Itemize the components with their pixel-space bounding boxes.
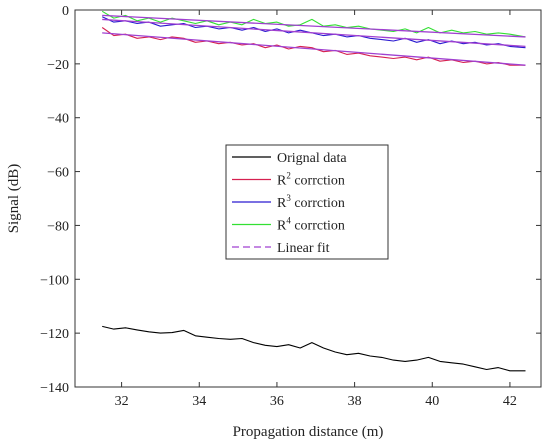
x-tick-label: 38 — [348, 394, 362, 409]
x-tick-label: 42 — [503, 394, 517, 409]
y-tick-label: 0 — [62, 4, 69, 19]
x-tick-label: 34 — [192, 394, 206, 409]
legend-entry-1: Orignal data — [277, 151, 347, 166]
legend-entry-2: R2 corrction — [277, 171, 345, 189]
plot-area — [101, 10, 526, 372]
y-tick-label: −20 — [47, 58, 69, 73]
x-tick-label: 40 — [425, 394, 439, 409]
series-line-1 — [102, 325, 526, 372]
y-tick-label: −40 — [47, 112, 69, 127]
y-axis-label: Signal (dB) — [6, 164, 22, 234]
legend-entry-5: Linear fit — [277, 241, 330, 256]
axes: 32 34 36 38 40 42 0 −20 −40 −60 −80 −100 −120 −140 — [40, 4, 542, 409]
x-axis-label: Propagation distance (m) — [233, 424, 384, 440]
linear-fit-line-3 — [102, 14, 526, 38]
legend: Orignal data R2 corrction R3 corrction R4 c… — [225, 144, 389, 260]
y-tick-label: −120 — [40, 327, 69, 342]
y-tick-label: −60 — [47, 166, 69, 181]
legend-entry-4: R4 corrction — [277, 216, 345, 234]
y-tick-label: −100 — [40, 273, 69, 288]
y-tick-label: −80 — [47, 219, 69, 234]
linear-fit-line-2 — [102, 18, 526, 48]
linear-fit-line-1 — [102, 32, 526, 66]
x-tick-label: 32 — [115, 394, 129, 409]
series-line-4 — [101, 10, 526, 38]
x-tick-label: 36 — [270, 394, 284, 409]
legend-entry-3: R3 corrction — [277, 193, 345, 211]
axes-box — [74, 9, 542, 388]
y-tick-label: −140 — [40, 381, 69, 396]
